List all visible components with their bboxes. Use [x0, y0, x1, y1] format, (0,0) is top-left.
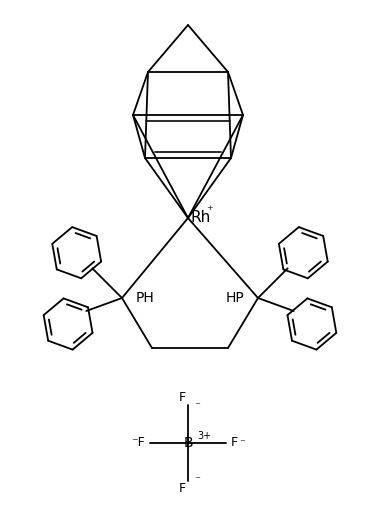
Text: ⁺: ⁺ [206, 204, 213, 217]
Text: B: B [183, 436, 193, 450]
Text: F: F [231, 435, 238, 449]
Text: PH: PH [136, 291, 155, 305]
Text: F: F [179, 482, 186, 495]
Text: F: F [179, 391, 186, 404]
Text: ⁻: ⁻ [194, 401, 200, 411]
Text: Rh: Rh [190, 210, 210, 225]
Text: ⁻: ⁻ [239, 438, 245, 448]
Text: ⁻: ⁻ [194, 475, 200, 485]
Text: 3+: 3+ [197, 431, 211, 441]
Text: HP: HP [225, 291, 244, 305]
Text: ⁻F: ⁻F [131, 436, 145, 449]
